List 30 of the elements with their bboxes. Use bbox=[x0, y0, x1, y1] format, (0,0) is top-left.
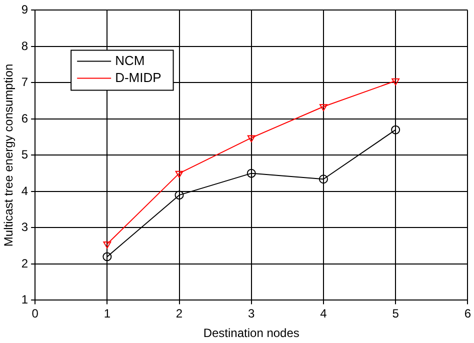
y-tick-label: 5 bbox=[21, 148, 28, 162]
x-tick-label: 4 bbox=[320, 306, 328, 321]
y-tick-label: 6 bbox=[21, 111, 28, 126]
y-axis-title: Multicast tree energy consumption bbox=[2, 64, 16, 247]
point bbox=[103, 242, 112, 249]
y-tick-label: 8 bbox=[21, 38, 28, 53]
y-tick-label: 9 bbox=[21, 2, 28, 17]
point bbox=[246, 168, 256, 178]
point bbox=[318, 174, 328, 184]
x-tick-label: 0 bbox=[32, 306, 39, 321]
point bbox=[247, 135, 256, 142]
x-tick-label: 2 bbox=[176, 306, 183, 321]
point bbox=[391, 125, 400, 134]
x-tick-label: 5 bbox=[392, 306, 400, 321]
legend-label: NCM bbox=[115, 52, 145, 68]
y-tick-label: 2 bbox=[21, 256, 28, 270]
point bbox=[174, 190, 184, 200]
x-tick-label: 1 bbox=[104, 306, 111, 321]
y-tick-label: 1 bbox=[21, 292, 28, 307]
point bbox=[320, 104, 328, 112]
point bbox=[175, 170, 184, 178]
y-tick-label: 7 bbox=[21, 75, 28, 90]
point bbox=[102, 252, 112, 262]
point bbox=[392, 78, 400, 86]
y-tick-label: 4 bbox=[21, 184, 28, 198]
y-tick-label: 3 bbox=[21, 220, 28, 234]
x-tick-label: 6 bbox=[464, 306, 472, 321]
legend-label: D-MIDP bbox=[115, 70, 162, 85]
x-axis-title: Destination nodes bbox=[203, 326, 300, 340]
x-tick-label: 3 bbox=[248, 306, 256, 321]
